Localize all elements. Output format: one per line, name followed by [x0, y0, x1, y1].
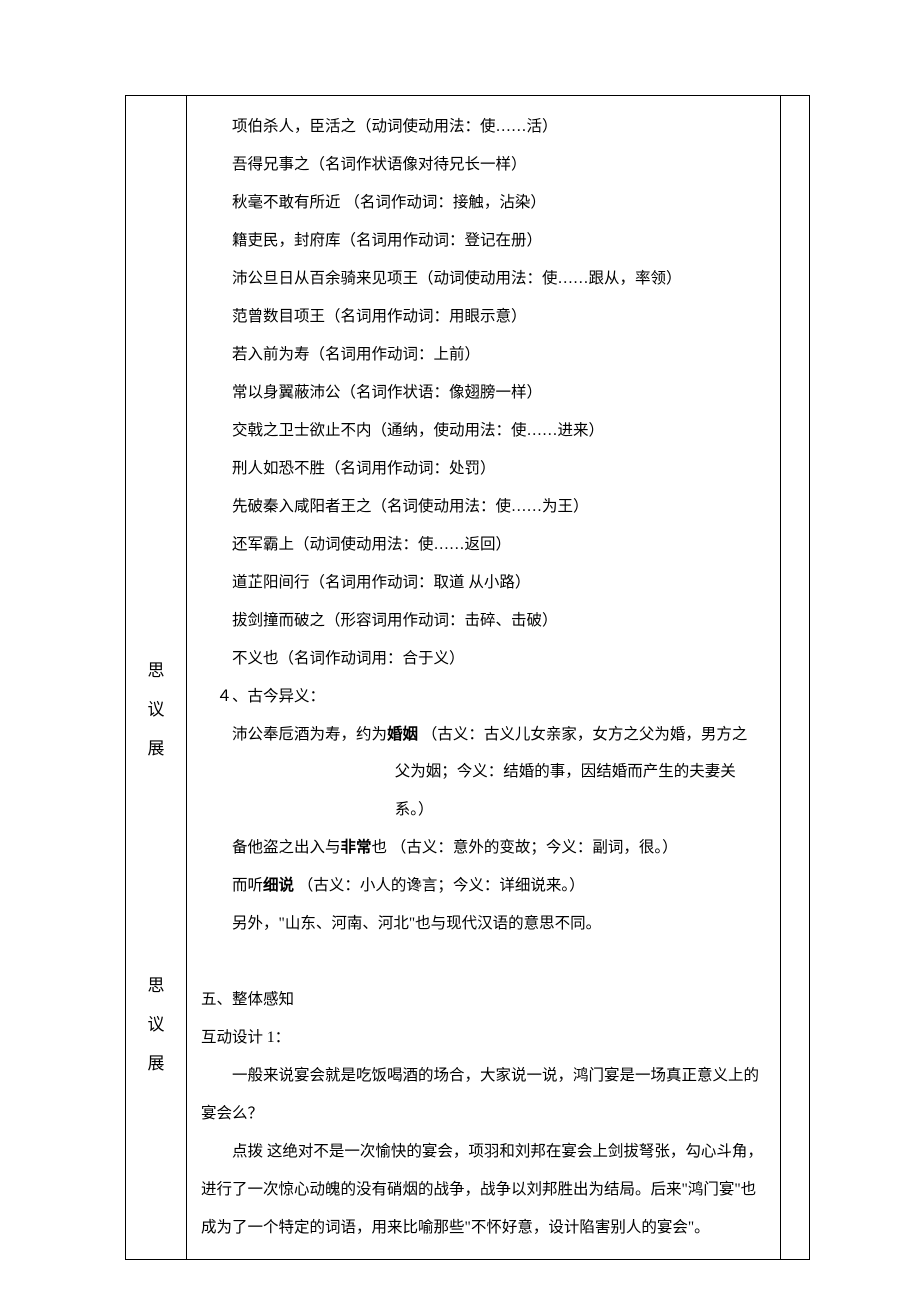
left-char: 思	[126, 651, 186, 690]
ancient-modern-line-1-cont: 父为姻；今义：结婚的事，因结婚而产生的夫妻关系。）	[201, 753, 766, 829]
text-segment: 备他盗之出入与	[232, 839, 341, 856]
example-line: 吾得兄事之（名词作状语像对待兄长一样）	[201, 146, 766, 184]
text-segment: （古义：古义儿女亲家，女方之父为婚，男方之	[418, 726, 747, 743]
left-column-cell: 思 议 展 思 议 展	[126, 96, 187, 1260]
question-paragraph: 一般来说宴会就是吃饭喝酒的场合，大家说一说，鸿门宴是一场真正意义上的宴会么？	[201, 1057, 766, 1133]
bold-term: 细说	[263, 877, 294, 894]
ancient-modern-line-3: 而听细说 （古义：小人的谗言；今义：详细说来。）	[201, 867, 766, 905]
text-segment: 沛公奉卮酒为寿，约为	[232, 726, 387, 743]
answer-paragraph: 点拨 这绝对不是一次愉快的宴会，项羽和刘邦在宴会上剑拔弩张，勾心斗角，进行了一次…	[201, 1133, 766, 1247]
left-char: 思	[126, 966, 186, 1005]
blank-line	[201, 943, 766, 981]
example-line: 先破秦入咸阳者王之（名词使动用法：使……为王）	[201, 488, 766, 526]
left-char: 展	[126, 1044, 186, 1083]
bold-term: 婚姻	[387, 726, 418, 743]
main-column-cell: 项伯杀人，臣活之（动词使动用法：使……活） 吾得兄事之（名词作状语像对待兄长一样…	[187, 96, 781, 1260]
left-char: 展	[126, 729, 186, 768]
example-line: 还军霸上（动词使动用法：使……返回）	[201, 526, 766, 564]
answer-body: 这绝对不是一次愉快的宴会，项羽和刘邦在宴会上剑拔弩张，勾心斗角，进行了一次惊心动…	[201, 1143, 763, 1236]
example-line: 不义也（名词作动词用：合于义）	[201, 640, 766, 678]
example-line: 交戟之卫士欲止不内（通纳，使动用法：使……进来）	[201, 412, 766, 450]
left-char: 议	[126, 1005, 186, 1044]
example-line: 道芷阳间行（名词用作动词：取道 从小路）	[201, 564, 766, 602]
example-line: 若入前为寿（名词用作动词：上前）	[201, 336, 766, 374]
example-line: 沛公旦日从百余骑来见项王（动词使动用法：使……跟从，率领）	[201, 260, 766, 298]
document-page: 思 议 展 思 议 展 项伯杀人，臣活之（动词使动用法：使……活） 吾得兄事之（…	[0, 0, 920, 1302]
example-line: 拔剑撞而破之（形容词用作动词：击碎、击破）	[201, 602, 766, 640]
ancient-modern-line-4: 另外，"山东、河南、河北"也与现代汉语的意思不同。	[201, 905, 766, 943]
left-char: 议	[126, 690, 186, 729]
ancient-modern-line-2: 备他盗之出入与非常也 （古义：意外的变故；今义：副词，很。）	[201, 829, 766, 867]
text-segment: （古义：小人的谗言；今义：详细说来。）	[294, 877, 585, 894]
bold-term: 非常	[341, 839, 372, 856]
example-line: 常以身翼蔽沛公（名词作状语：像翅膀一样）	[201, 374, 766, 412]
answer-lead: 点拨	[232, 1143, 263, 1160]
example-line: 籍吏民，封府库（名词用作动词：登记在册）	[201, 222, 766, 260]
example-line: 秋毫不敢有所近 （名词作动词：接触，沾染）	[201, 184, 766, 222]
example-line: 刑人如恐不胜（名词用作动词：处罚）	[201, 450, 766, 488]
example-line: 范曾数目项王（名词用作动词：用眼示意）	[201, 298, 766, 336]
main-content: 项伯杀人，臣活之（动词使动用法：使……活） 吾得兄事之（名词作状语像对待兄长一样…	[187, 96, 780, 1259]
left-column-content: 思 议 展 思 议 展	[126, 96, 186, 1259]
text-segment: 而听	[232, 877, 263, 894]
example-line: 项伯杀人，臣活之（动词使动用法：使……活）	[201, 108, 766, 146]
ancient-modern-line-1: 沛公奉卮酒为寿，约为婚姻 （古义：古义儿女亲家，女方之父为婚，男方之	[201, 716, 766, 754]
interaction-label: 互动设计 1：	[201, 1019, 766, 1057]
section-4-title: ４、古今异义：	[201, 678, 766, 716]
section-5-title: 五、整体感知	[201, 981, 766, 1019]
content-table: 思 议 展 思 议 展 项伯杀人，臣活之（动词使动用法：使……活） 吾得兄事之（…	[125, 95, 810, 1260]
left-vertical-block-1: 思 议 展	[126, 651, 186, 768]
right-column-cell	[781, 96, 810, 1260]
text-segment: 也 （古义：意外的变故；今义：副词，很。）	[372, 839, 678, 856]
left-vertical-block-2: 思 议 展	[126, 966, 186, 1083]
